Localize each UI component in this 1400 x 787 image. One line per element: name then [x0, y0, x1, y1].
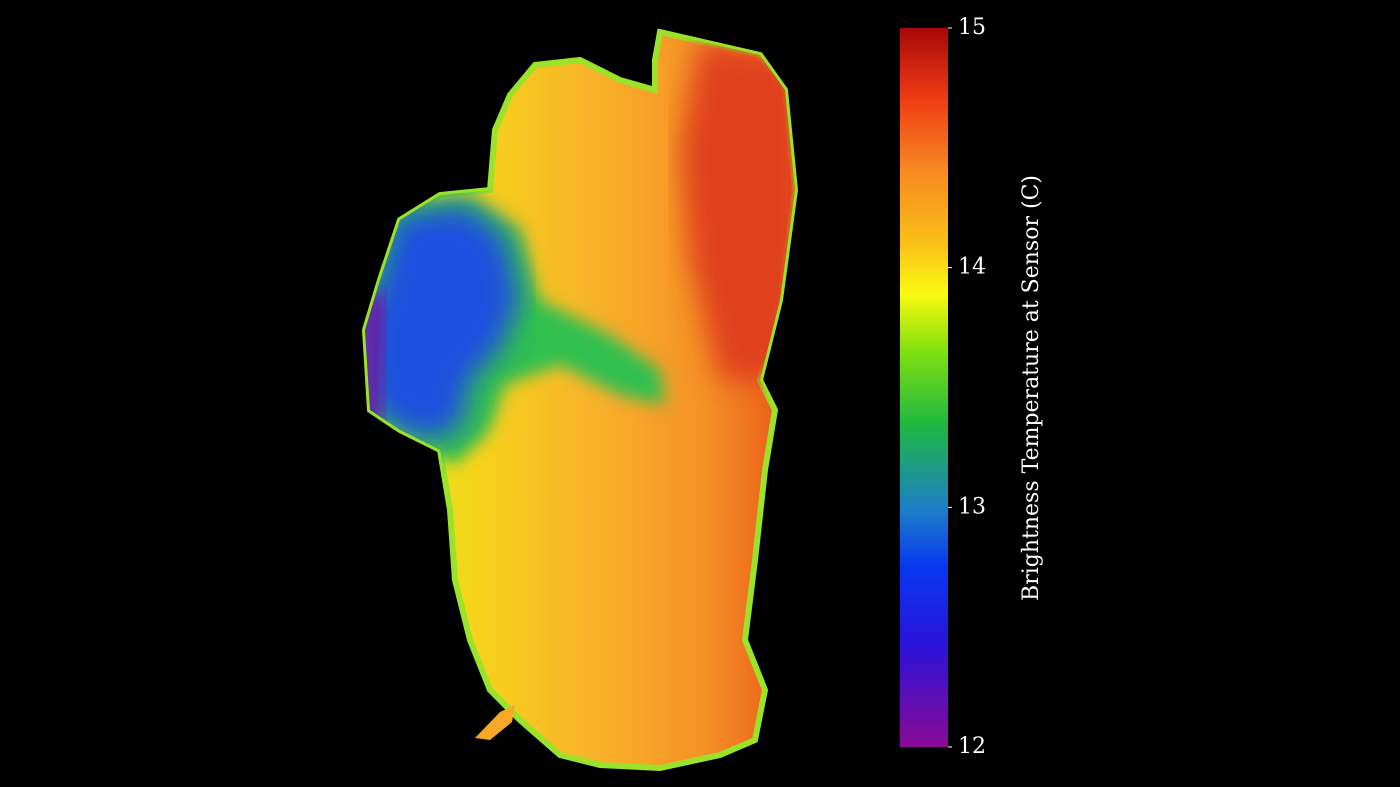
lake-image [361, 28, 799, 772]
tick-label: 12 [958, 734, 986, 759]
island [475, 705, 515, 740]
tick-label: 13 [958, 494, 986, 519]
colorbar [900, 28, 948, 747]
tick-label: 15 [958, 15, 986, 40]
warm-region [680, 40, 795, 380]
colorbar-label: Brightness Temperature at Sensor (C) [1019, 175, 1044, 601]
cool-region [365, 205, 520, 440]
tick-label: 14 [958, 255, 986, 280]
